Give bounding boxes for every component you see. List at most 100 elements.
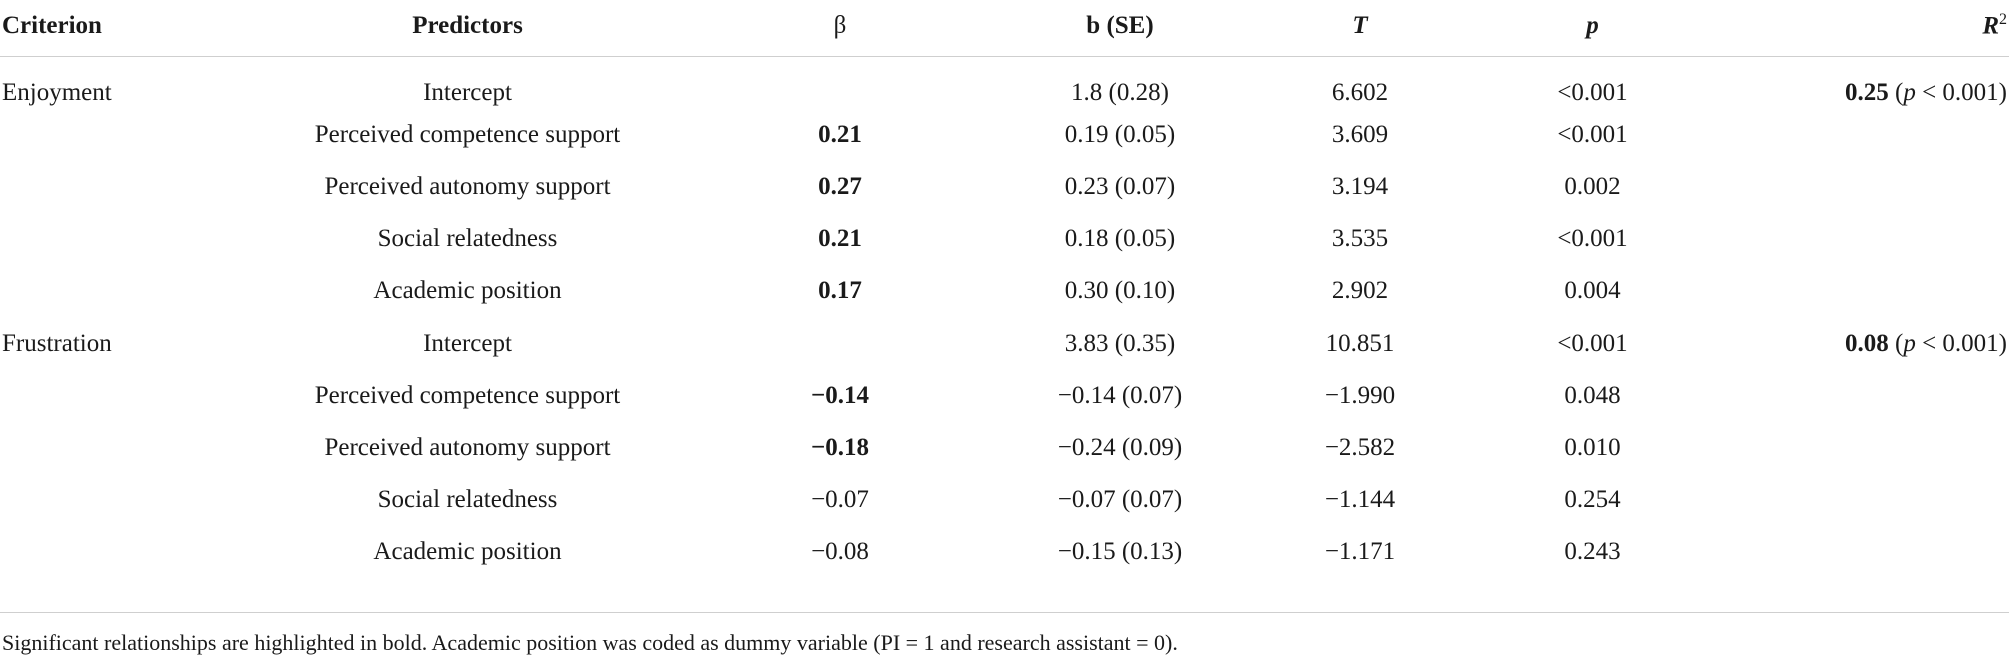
table-row: Perceived autonomy support −0.18 −0.24 (… bbox=[0, 422, 2009, 474]
t-cell: −1.990 bbox=[1324, 381, 1396, 409]
criterion-cell bbox=[0, 109, 250, 161]
b-se-cell: −0.07 (0.07) bbox=[1057, 486, 1183, 514]
t-cell: 3.609 bbox=[1331, 120, 1389, 148]
b-se-cell: 0.23 (0.07) bbox=[1064, 172, 1176, 200]
header-criterion: Criterion bbox=[0, 0, 250, 55]
header-r2-base: R bbox=[1982, 12, 1999, 40]
r2-cell bbox=[1710, 265, 2009, 317]
table-row: Academic position 0.17 0.30 (0.10) 2.902… bbox=[0, 265, 2009, 317]
t-cell: 6.602 bbox=[1331, 78, 1389, 106]
table-body: Enjoyment Intercept 1.8 (0.28) 6.602 <0.… bbox=[0, 57, 2009, 579]
r2-cell bbox=[1710, 526, 2009, 578]
t-cell: −1.171 bbox=[1324, 538, 1396, 566]
b-se-cell: 3.83 (0.35) bbox=[1064, 329, 1176, 357]
p-cell: 0.243 bbox=[1564, 538, 1621, 566]
regression-table: Criterion Predictors β b (SE) T p R2 Enj… bbox=[0, 0, 2009, 579]
r2-p-symbol: p bbox=[1903, 78, 1916, 106]
p-cell: 0.254 bbox=[1564, 486, 1621, 514]
table-row: Academic position −0.08 −0.15 (0.13) −1.… bbox=[0, 526, 2009, 578]
beta-cell: 0.21 bbox=[818, 120, 862, 148]
r2-cell bbox=[1710, 213, 2009, 265]
predictor-cell: Perceived competence support bbox=[314, 381, 621, 409]
r2-value: 0.25 bbox=[1844, 78, 1889, 106]
r2-cell bbox=[1710, 161, 2009, 213]
beta-cell: −0.18 bbox=[811, 433, 869, 461]
predictor-cell: Academic position bbox=[373, 538, 562, 566]
r2-p-rest: < 0.001) bbox=[1915, 78, 2007, 106]
r2-p-rest: < 0.001) bbox=[1915, 329, 2007, 357]
table-row: Perceived competence support 0.21 0.19 (… bbox=[0, 109, 2009, 161]
header-beta-label: β bbox=[833, 12, 847, 39]
r2-value: 0.08 bbox=[1844, 329, 1889, 357]
r2-cell bbox=[1710, 109, 2009, 161]
table-row: Frustration Intercept 3.83 (0.35) 10.851… bbox=[0, 317, 2009, 369]
p-cell: 0.010 bbox=[1564, 433, 1621, 461]
header-t: T bbox=[1245, 0, 1475, 55]
criterion-cell bbox=[0, 474, 250, 526]
header-r2-superscript: 2 bbox=[1999, 11, 2007, 29]
table-bottom-rule bbox=[0, 612, 2009, 613]
b-se-cell: 0.30 (0.10) bbox=[1064, 277, 1176, 305]
criterion-cell bbox=[0, 370, 250, 422]
predictor-cell: Perceived autonomy support bbox=[324, 433, 611, 461]
predictor-cell: Perceived competence support bbox=[314, 120, 621, 148]
table-row: Enjoyment Intercept 1.8 (0.28) 6.602 <0.… bbox=[0, 57, 2009, 109]
p-cell: 0.002 bbox=[1564, 172, 1621, 200]
table-footnote: Significant relationships are highlighte… bbox=[2, 630, 1178, 655]
t-cell: −2.582 bbox=[1324, 433, 1396, 461]
b-se-cell: 0.19 (0.05) bbox=[1064, 120, 1176, 148]
r2-cell: 0.08 (p < 0.001) bbox=[1710, 317, 2009, 369]
header-t-label: T bbox=[1352, 12, 1368, 39]
beta-cell: 0.21 bbox=[818, 225, 862, 253]
beta-cell: 0.17 bbox=[818, 277, 862, 305]
p-cell: 0.048 bbox=[1564, 381, 1621, 409]
regression-table-container: Criterion Predictors β b (SE) T p R2 Enj… bbox=[0, 0, 2009, 579]
predictor-cell: Perceived autonomy support bbox=[324, 172, 611, 200]
table-row: Social relatedness 0.21 0.18 (0.05) 3.53… bbox=[0, 213, 2009, 265]
p-cell: <0.001 bbox=[1557, 78, 1628, 106]
r2-open: ( bbox=[1888, 78, 1904, 106]
predictor-cell: Intercept bbox=[423, 329, 512, 357]
criterion-cell bbox=[0, 161, 250, 213]
b-se-cell: −0.24 (0.09) bbox=[1057, 433, 1183, 461]
criterion-cell: Enjoyment bbox=[2, 78, 112, 106]
p-cell: <0.001 bbox=[1557, 120, 1628, 148]
beta-cell: 0.27 bbox=[818, 172, 862, 200]
t-cell: 3.535 bbox=[1331, 225, 1389, 253]
beta-cell: −0.07 bbox=[811, 486, 869, 514]
r2-cell bbox=[1710, 474, 2009, 526]
predictor-cell: Intercept bbox=[423, 78, 512, 106]
t-cell: 3.194 bbox=[1331, 172, 1389, 200]
header-p: p bbox=[1475, 0, 1710, 55]
b-se-cell: −0.14 (0.07) bbox=[1057, 381, 1183, 409]
criterion-cell: Frustration bbox=[2, 329, 112, 357]
table-row: Perceived competence support −0.14 −0.14… bbox=[0, 370, 2009, 422]
predictor-cell: Academic position bbox=[373, 277, 562, 305]
predictor-cell: Social relatedness bbox=[377, 486, 558, 514]
beta-cell bbox=[685, 317, 995, 369]
header-b-se: b (SE) bbox=[995, 0, 1245, 55]
p-cell: <0.001 bbox=[1557, 329, 1628, 357]
t-cell: 2.902 bbox=[1331, 277, 1389, 305]
r2-cell: 0.25 (p < 0.001) bbox=[1710, 57, 2009, 109]
r2-cell bbox=[1710, 370, 2009, 422]
table-row: Social relatedness −0.07 −0.07 (0.07) −1… bbox=[0, 474, 2009, 526]
header-p-label: p bbox=[1586, 12, 1599, 39]
beta-cell bbox=[685, 57, 995, 109]
b-se-cell: 1.8 (0.28) bbox=[1071, 78, 1169, 106]
b-se-cell: 0.18 (0.05) bbox=[1064, 225, 1176, 253]
beta-cell: −0.08 bbox=[811, 538, 869, 566]
b-se-cell: −0.15 (0.13) bbox=[1057, 538, 1183, 566]
table-row: Perceived autonomy support 0.27 0.23 (0.… bbox=[0, 161, 2009, 213]
r2-p-symbol: p bbox=[1903, 329, 1916, 357]
header-row: Criterion Predictors β b (SE) T p R2 bbox=[0, 0, 2009, 57]
r2-cell bbox=[1710, 422, 2009, 474]
header-beta: β bbox=[685, 0, 995, 55]
table-header: Criterion Predictors β b (SE) T p R2 bbox=[0, 0, 2009, 57]
criterion-cell bbox=[0, 213, 250, 265]
criterion-cell bbox=[0, 526, 250, 578]
predictor-cell: Social relatedness bbox=[377, 225, 558, 253]
header-predictors: Predictors bbox=[250, 0, 685, 55]
t-cell: 10.851 bbox=[1325, 329, 1395, 357]
p-cell: 0.004 bbox=[1564, 277, 1621, 305]
